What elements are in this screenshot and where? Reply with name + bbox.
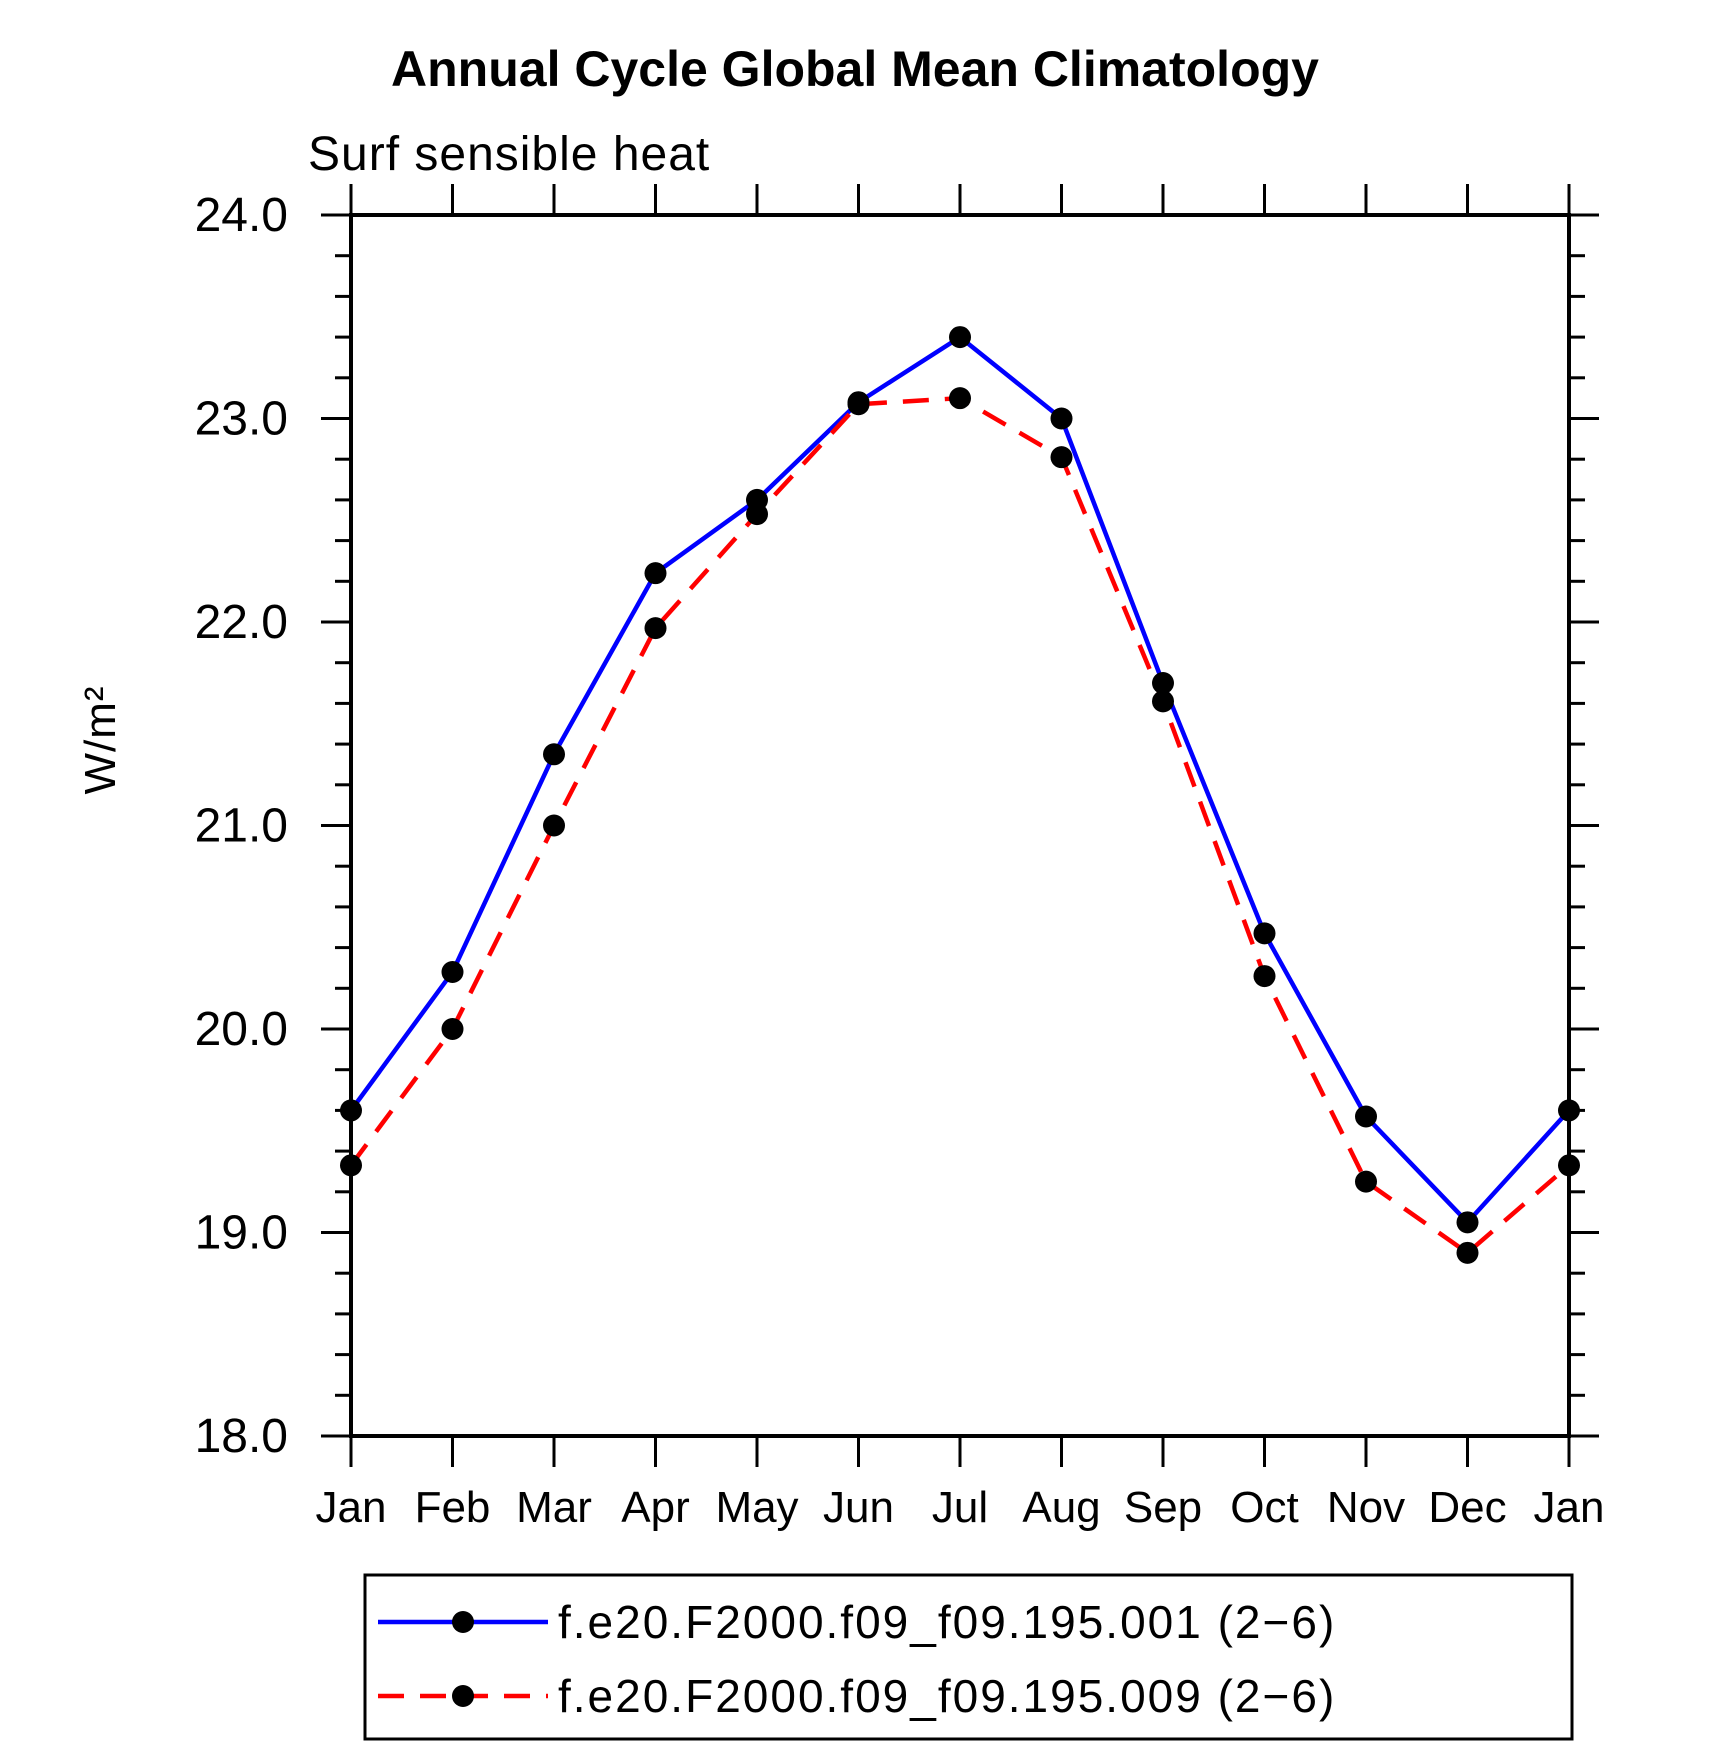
data-point-series2 (847, 393, 870, 416)
legend-entry-series1: f.e20.F2000.f09_f09.195.001 (2−6) (378, 1596, 1336, 1648)
y-tick-label: 21.0 (195, 800, 288, 853)
y-axis-label: W/m² (76, 685, 125, 794)
x-tick-label: Dec (1428, 1483, 1506, 1532)
legend: f.e20.F2000.f09_f09.195.001 (2−6) f.e20.… (363, 1573, 1574, 1741)
data-point-series1 (441, 961, 464, 984)
x-tick-label: Jul (932, 1483, 988, 1532)
data-point-series1 (949, 326, 971, 349)
legend-label-series2: f.e20.F2000.f09_f09.195.009 (2−6) (558, 1670, 1336, 1722)
data-point-series1 (340, 1099, 362, 1122)
data-point-series2 (1355, 1170, 1377, 1193)
legend-box (363, 1573, 1574, 1741)
x-tick-label: Aug (1022, 1483, 1100, 1532)
legend-marker-series2 (452, 1685, 474, 1707)
data-point-series2 (746, 503, 768, 526)
plot-area: 18.0 19.0 20.0 21.0 22.0 23.0 24.0 Jan Feb Mar Apr… (195, 184, 1605, 1532)
data-point-series2 (949, 387, 971, 410)
data-point-series2 (1456, 1241, 1479, 1264)
data-point-series1 (1253, 922, 1276, 945)
legend-marker-series1 (452, 1611, 474, 1633)
y-tick-label: 23.0 (195, 393, 288, 446)
x-tick-label: Sep (1124, 1483, 1202, 1532)
data-point-series1 (1558, 1099, 1580, 1122)
y-tick-label: 22.0 (195, 596, 288, 649)
x-tick-label: Jun (823, 1483, 894, 1532)
y-tick-label: 18.0 (195, 1410, 288, 1463)
data-point-series2 (644, 617, 667, 640)
x-tick-label: Feb (415, 1483, 491, 1532)
x-tick-label: Jan (1534, 1483, 1605, 1532)
data-point-series2 (1558, 1154, 1580, 1177)
data-point-series2 (1253, 965, 1276, 988)
series-line-2 (349, 395, 1571, 1256)
y-tick-label: 19.0 (195, 1207, 288, 1260)
legend-label-series1: f.e20.F2000.f09_f09.195.001 (2−6) (558, 1596, 1336, 1648)
x-tick-label: Nov (1327, 1483, 1405, 1532)
y-tick-label: 20.0 (195, 1003, 288, 1056)
data-point-series1 (543, 743, 565, 766)
x-tick-label: Jan (316, 1483, 387, 1532)
data-point-series2 (543, 814, 565, 837)
data-point-series1 (1050, 407, 1073, 430)
legend-entry-series2: f.e20.F2000.f09_f09.195.009 (2−6) (378, 1670, 1336, 1722)
data-point-series2 (340, 1154, 362, 1177)
y-tick-label: 24.0 (195, 189, 288, 242)
data-point-series2 (1152, 690, 1174, 713)
series-line-1 (349, 334, 1571, 1226)
chart-title: Annual Cycle Global Mean Climatology (391, 41, 1319, 97)
chart-subtitle: Surf sensible heat (308, 128, 710, 181)
data-point-series1 (644, 562, 667, 585)
x-tick-label: Apr (621, 1483, 689, 1532)
data-point-series1 (1456, 1211, 1479, 1234)
x-tick-label: May (715, 1483, 798, 1532)
x-tick-label: Mar (516, 1483, 592, 1532)
x-tick-label: Oct (1230, 1483, 1298, 1532)
data-point-series1 (1152, 672, 1174, 695)
data-point-series2 (1050, 446, 1073, 469)
data-point-series1 (1355, 1105, 1377, 1128)
data-point-series2 (441, 1018, 464, 1040)
